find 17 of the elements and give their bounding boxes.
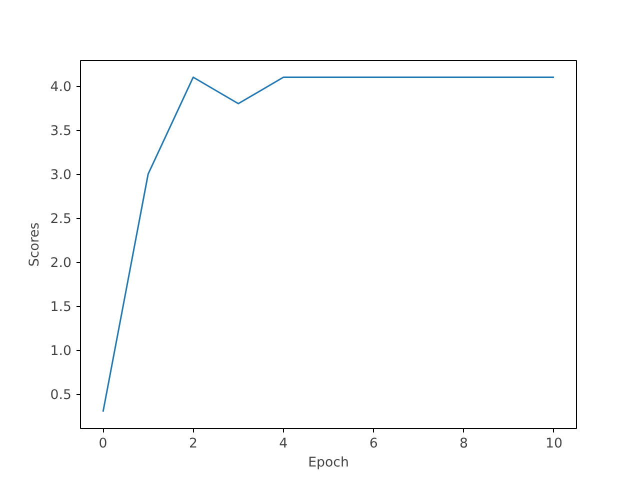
y-tick-label: 2.0 <box>50 256 72 272</box>
x-tick-label: 10 <box>545 436 562 452</box>
y-tick-label: 3.5 <box>50 124 72 140</box>
x-tick-label: 2 <box>188 436 198 452</box>
x-tick-label: 8 <box>460 436 468 452</box>
y-tick-label: 1.0 <box>50 344 72 360</box>
y-tick-label: 1.5 <box>50 300 72 316</box>
y-tick-label: 4.0 <box>50 80 72 96</box>
x-tick-label: 4 <box>279 436 288 452</box>
x-tick-label: 6 <box>369 436 378 452</box>
y-tick-label: 2.5 <box>50 212 72 228</box>
y-axis-title: Scores <box>27 222 42 267</box>
y-tick-label: 0.5 <box>50 388 72 404</box>
x-axis-title: Epoch <box>308 456 349 470</box>
y-tick-label: 3.0 <box>50 168 72 184</box>
x-tick-label: 0 <box>98 436 108 452</box>
line-series <box>102 76 555 413</box>
